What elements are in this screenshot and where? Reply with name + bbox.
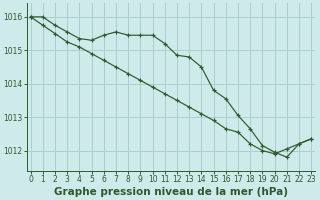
X-axis label: Graphe pression niveau de la mer (hPa): Graphe pression niveau de la mer (hPa) [54, 187, 288, 197]
